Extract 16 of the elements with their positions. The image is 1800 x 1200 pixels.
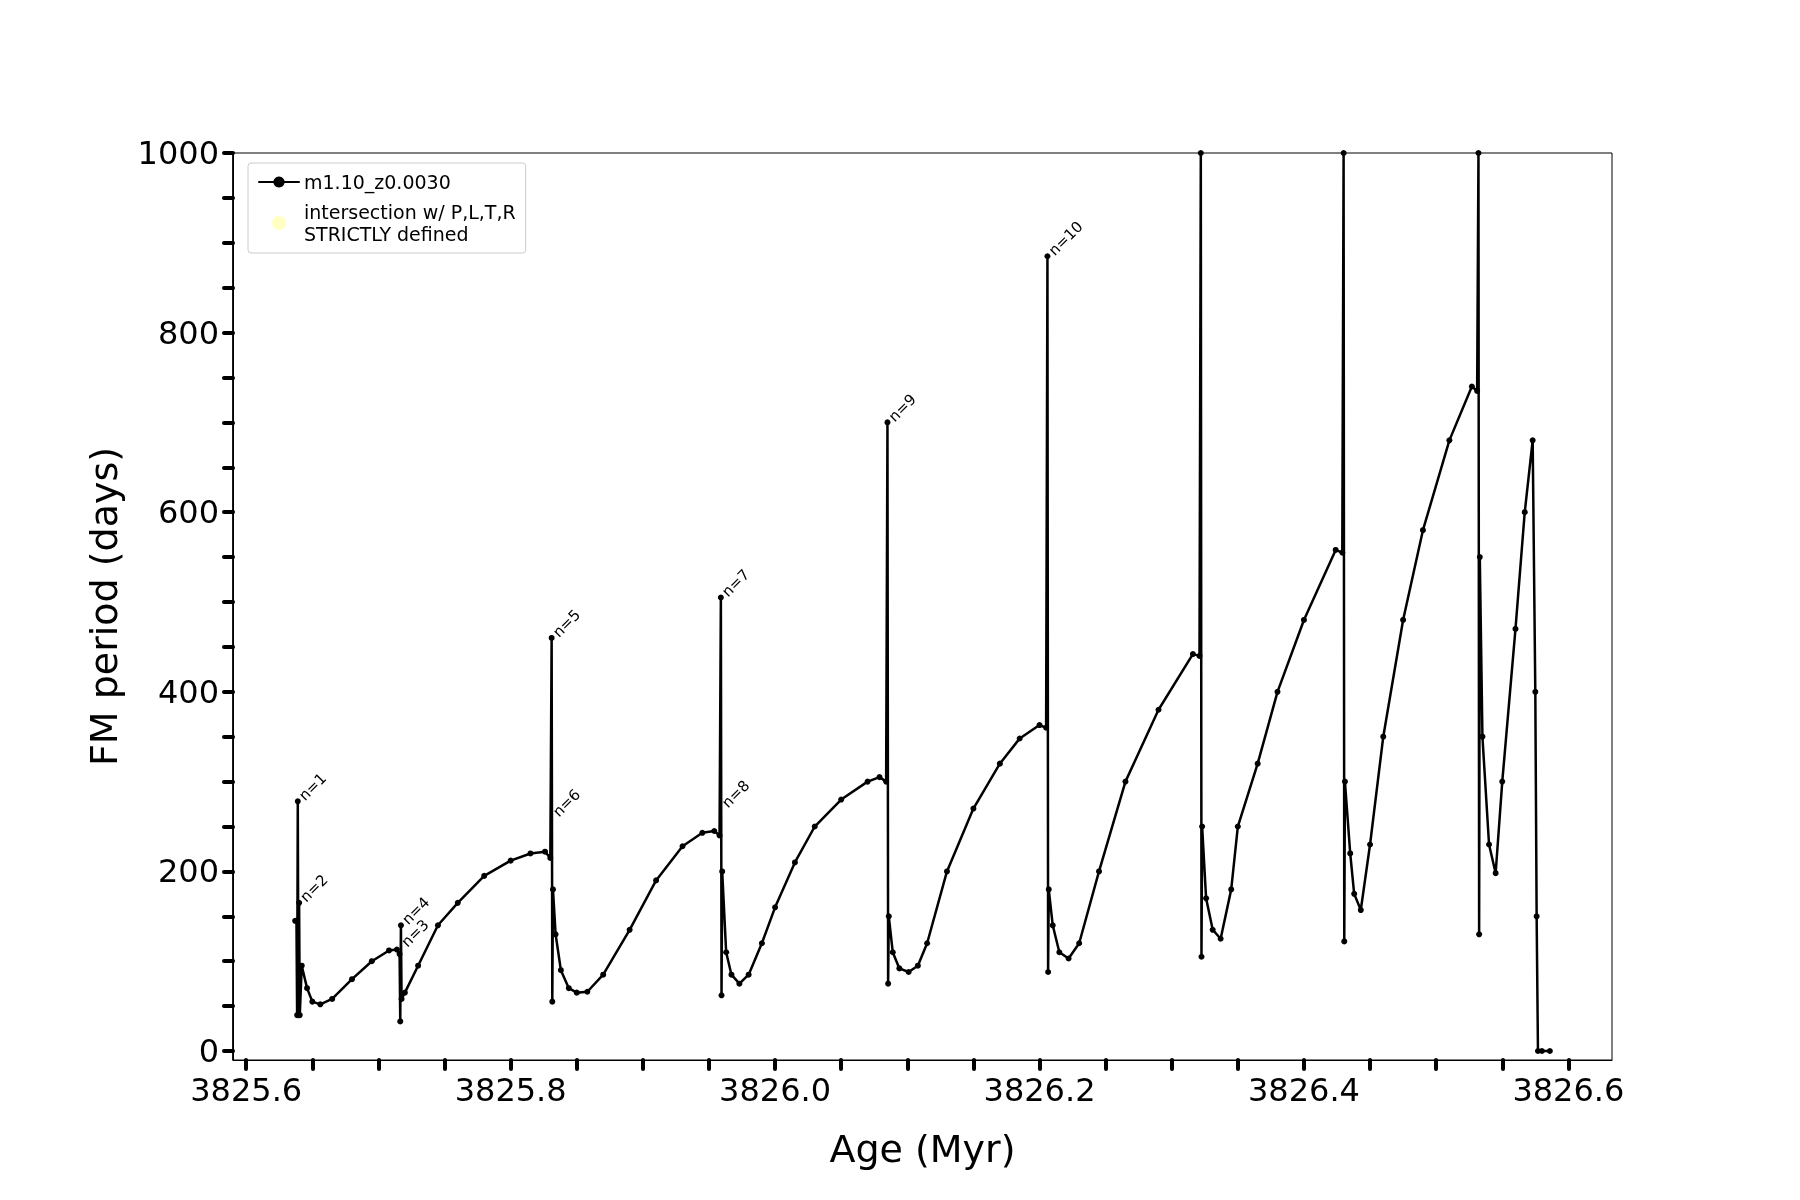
y-tick-label: 400 xyxy=(157,672,219,711)
x-axis-title: Age (Myr) xyxy=(829,1127,1016,1171)
y-axis-title: FM period (days) xyxy=(82,446,126,767)
y-tick-label: 600 xyxy=(157,493,219,532)
x-tick-label: 3826.2 xyxy=(983,1071,1096,1109)
legend-label: m1.10_z0.0030 xyxy=(304,171,451,194)
y-tick-label: 1000 xyxy=(137,134,219,172)
x-tick-label: 3826.4 xyxy=(1247,1071,1360,1109)
y-tick-label: 0 xyxy=(198,1032,219,1071)
x-tick-label: 3825.6 xyxy=(190,1071,303,1109)
x-tick-label: 3826.0 xyxy=(719,1071,832,1109)
y-tick-label: 800 xyxy=(157,313,219,352)
y-tick-label: 200 xyxy=(157,852,219,891)
x-tick-label: 3826.6 xyxy=(1512,1071,1625,1109)
legend-label: intersection w/ P,L,T,R STRICTLY defined xyxy=(304,201,516,245)
x-tick-label: 3825.8 xyxy=(454,1071,567,1109)
